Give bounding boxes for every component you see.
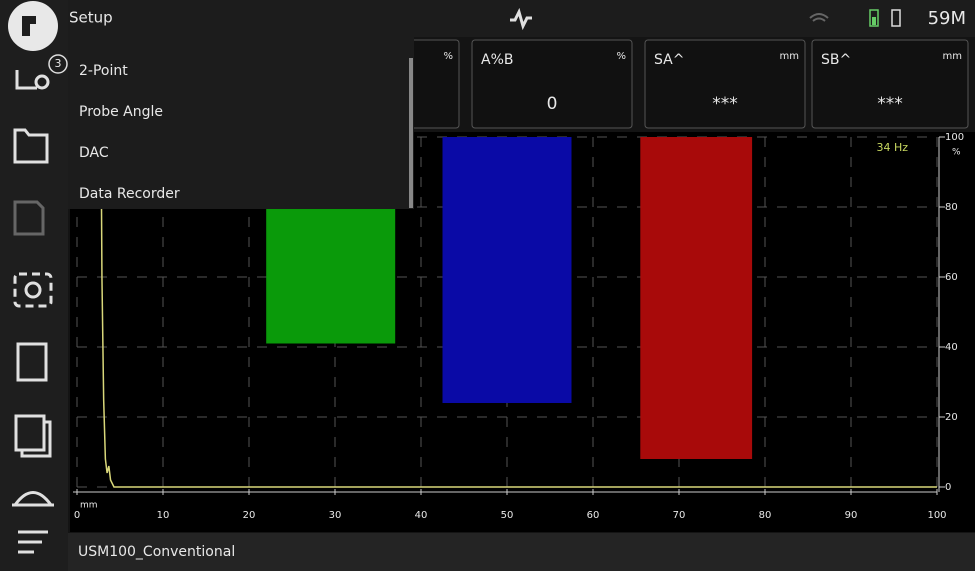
ascan-trace [100,136,937,488]
menu-item[interactable]: Data Recorder [79,186,180,202]
sidebar [0,0,68,571]
signal-icon[interactable] [510,7,532,31]
save-icon [13,200,45,236]
file-name: USM100_Conventional [78,544,235,560]
x-tick-label: 40 [415,510,428,521]
logo[interactable] [8,1,58,51]
screenshot-icon[interactable] [13,272,53,308]
menu-item[interactable]: DAC [79,145,109,161]
y-tick-label: 0 [945,482,951,493]
gate [640,137,753,459]
readout-label: SA^ [654,52,684,68]
screen-title: Setup [69,9,113,27]
x-tick-label: 10 [157,510,170,521]
top-bar [0,0,975,37]
y-tick-label: 80 [945,202,958,213]
readout-unit: % [443,51,453,62]
readout-label: A%B [481,52,513,68]
x-tick-label: 80 [759,510,772,521]
reports-back [14,414,46,452]
logo-mark [22,16,36,36]
probe-icon[interactable] [12,491,54,507]
ascan-plot: 0 10 20 30 40 50 60 70 80 90 100 0 20 40 60 80 100 mm% 34 … [73,132,964,521]
x-tick-label: 70 [673,510,686,521]
readout-box [471,39,633,129]
settings-icon[interactable] [15,70,37,90]
memory-label: 59M [928,8,966,29]
report-icon[interactable] [16,342,48,382]
readout-unit: mm [943,51,962,62]
folder-icon[interactable] [13,128,49,164]
readout-label: SB^ [821,52,851,68]
x-unit: mm [80,501,98,511]
gear [34,74,50,90]
menu-items: 2-Point Probe Angle DAC Data Recorder [79,63,180,202]
x-tick-label: 0 [74,510,80,521]
menu-item[interactable]: Probe Angle [79,104,163,120]
x-tick-label: 100 [927,510,946,521]
camera [24,281,42,299]
scrollbar [409,58,413,208]
readout-value: 0 [547,94,558,114]
badge [48,54,68,74]
x-tick-label: 50 [501,510,514,521]
menu-item[interactable]: 2-Point [79,63,128,79]
readout-unit: mm [780,51,799,62]
menu-icon[interactable] [18,530,48,554]
x-tick-label: 30 [329,510,342,521]
battery-1 [869,9,879,27]
battery-fill [872,17,876,25]
readout-box [811,39,969,129]
battery-2 [891,9,901,27]
y-tick-label: 60 [945,272,958,283]
readout-box [644,39,806,129]
x-tick-label: 90 [845,510,858,521]
readout-value: *** [712,94,738,114]
x-tick-label: 20 [243,510,256,521]
badge-count: 3 [55,57,62,70]
rate-label: 34 Hz [876,141,908,154]
readouts: % A%B % 0 SA^ mm *** SB^ mm *** [379,39,969,129]
gate [266,207,396,344]
readout-value: *** [877,94,903,114]
dropdown-menu [68,37,414,209]
bottom-bar [68,533,975,571]
wifi-icon [809,13,829,22]
y-unit: % [952,148,961,158]
y-tick-label: 20 [945,412,958,423]
readout-unit: % [616,51,626,62]
x-tick-label: 60 [587,510,600,521]
y-tick-label: 40 [945,342,958,353]
y-tick-label: 100 [945,132,964,143]
gate [442,137,572,403]
